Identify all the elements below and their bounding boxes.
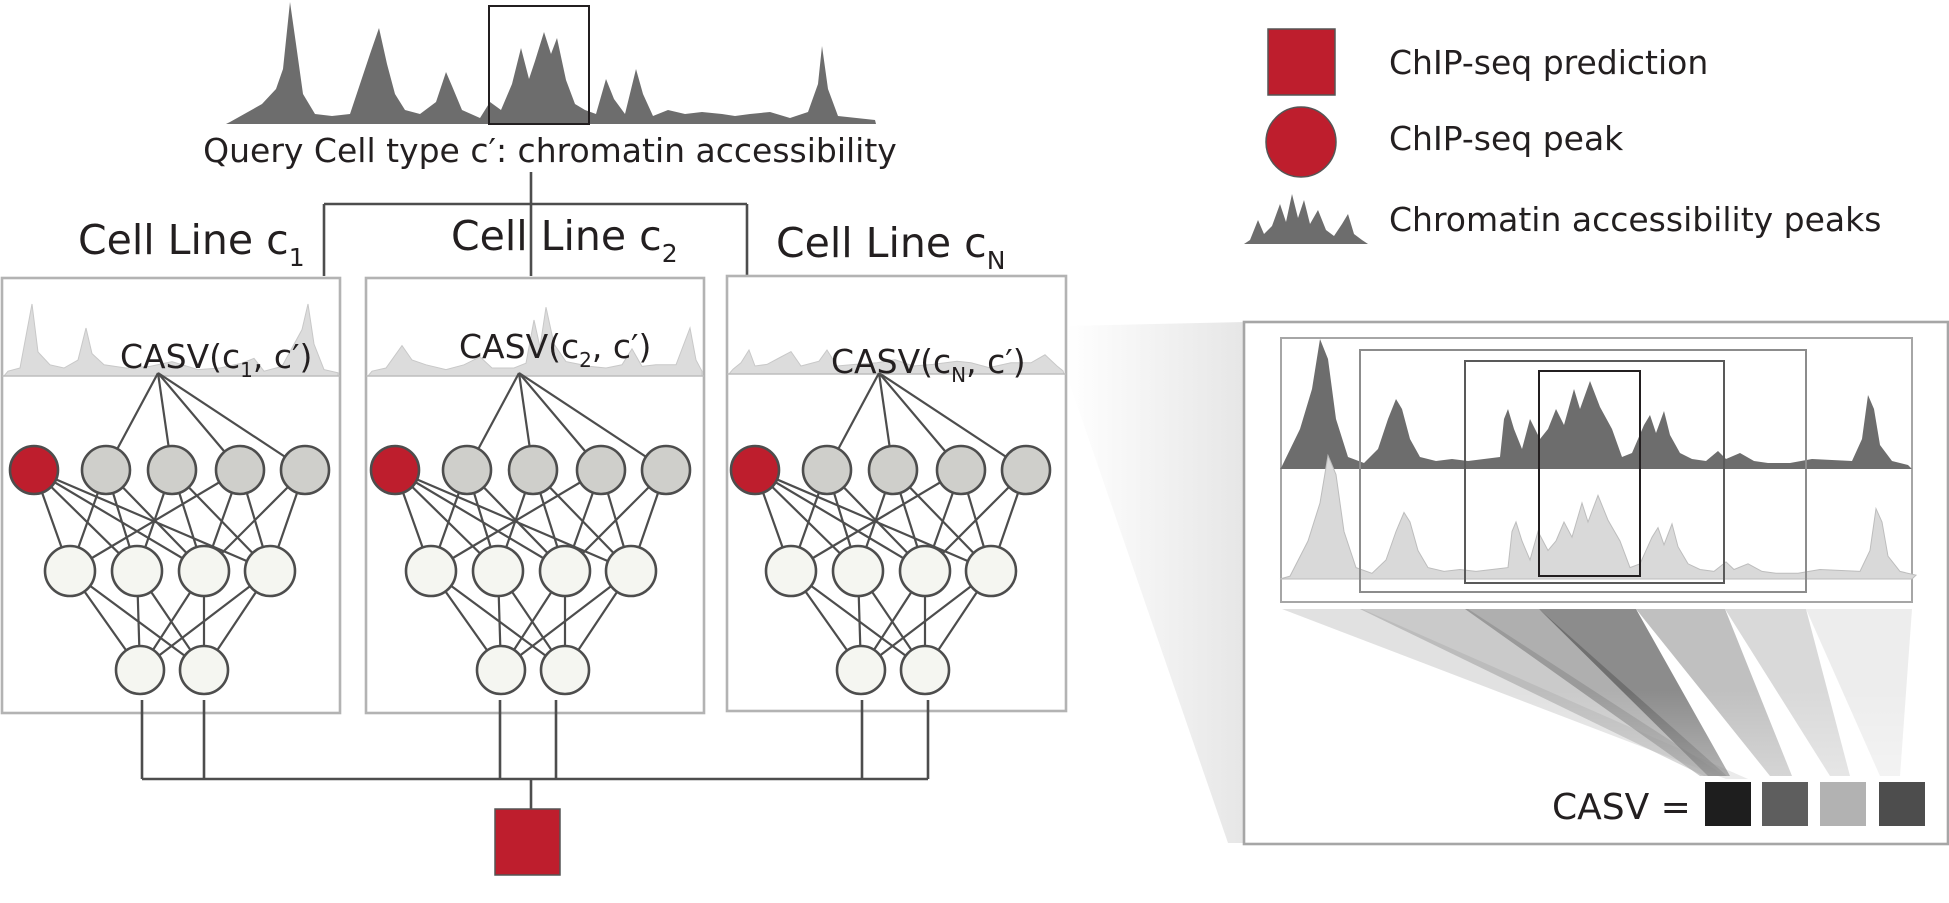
query-peaks: [226, 2, 876, 124]
cell-line-panel: Cell Line c1 CASV(c1, c′): [0, 216, 342, 715]
cell-line-subscript: 1: [289, 243, 305, 272]
output-wiring: [140, 700, 930, 809]
edge: [754, 469, 926, 572]
hidden-node: [146, 444, 198, 496]
casv-label: CASV(cN, c′): [831, 342, 1026, 387]
zoom-box: CASV =: [1242, 320, 1949, 846]
panel-frame: [0, 276, 342, 715]
query-label: Query Cell type c′: chromatin accessibil…: [203, 131, 897, 170]
edge: [878, 372, 1027, 471]
casv-swatch: [1820, 782, 1866, 826]
hidden-node: [43, 544, 97, 598]
edge: [430, 469, 602, 572]
output-node: [539, 644, 591, 696]
casv-projection-beams: [1280, 609, 1920, 780]
zoom-dark-track: [1280, 339, 1912, 469]
casv-swatch: [1762, 782, 1808, 826]
chipseq-prediction-output: [494, 808, 561, 876]
hidden-node: [1000, 444, 1052, 496]
edge: [33, 468, 271, 573]
cell-line-panel: Cell Line c2 CASV(c2, c′): [364, 212, 706, 715]
zoom-wedge: [1067, 322, 1245, 843]
casv-label: CASV(c1, c′): [120, 337, 312, 382]
edge: [139, 570, 271, 671]
chipseq-peak-node: [369, 444, 421, 496]
hidden-node: [243, 544, 297, 598]
legend-accessibility-swatch: [1244, 194, 1368, 244]
edge: [790, 570, 926, 671]
edge: [69, 570, 205, 671]
hidden-node: [867, 444, 919, 496]
cell-line-track: [2, 303, 339, 377]
query-track: [226, 2, 876, 125]
output-node: [475, 644, 527, 696]
hidden-node: [831, 544, 885, 598]
legend-accessibility-label: Chromatin accessibility peaks: [1389, 200, 1881, 239]
hidden-node: [177, 544, 231, 598]
edge: [790, 469, 962, 572]
casv-equation-label: CASV =: [1552, 787, 1691, 828]
beam-fade: [1280, 690, 1920, 780]
hidden-node: [964, 544, 1018, 598]
hidden-node: [110, 544, 164, 598]
edge: [394, 469, 566, 572]
edge: [500, 570, 632, 671]
legend-peak-label: ChIP-seq peak: [1389, 119, 1624, 158]
window-large: [1359, 349, 1807, 593]
legend-peak-swatch: [1265, 106, 1337, 178]
hidden-node: [604, 544, 658, 598]
edge: [518, 372, 667, 471]
hidden-node: [538, 544, 592, 598]
query-window: [488, 5, 590, 125]
query-connector: [322, 172, 749, 276]
cell-line-subscript: N: [987, 246, 1006, 275]
hidden-node: [935, 444, 987, 496]
cell-line-panel: Cell Line cN CASV(cN, c′): [725, 219, 1068, 713]
casv-swatch: [1879, 782, 1925, 826]
edge: [69, 469, 241, 572]
edge: [860, 570, 992, 671]
output-node: [835, 644, 887, 696]
cell-line-subscript: 2: [662, 239, 678, 268]
hidden-node: [214, 444, 266, 496]
hidden-node: [640, 444, 692, 496]
casv-label: CASV(c2, c′): [459, 327, 651, 372]
legend-prediction-label: ChIP-seq prediction: [1389, 43, 1708, 82]
edge: [33, 469, 205, 572]
cell-line-track: [366, 307, 703, 377]
cell-line-title: Cell Line c1: [78, 216, 305, 272]
hidden-node: [441, 444, 493, 496]
edge: [157, 372, 306, 471]
output-node: [178, 644, 230, 696]
output-node: [899, 644, 951, 696]
edge: [394, 468, 632, 573]
hidden-node: [764, 544, 818, 598]
casv-swatch: [1705, 782, 1751, 826]
cell-line-title: Cell Line cN: [776, 219, 1005, 275]
window-medium: [1464, 360, 1725, 584]
output-node: [114, 644, 166, 696]
cell-line-title: Cell Line c2: [451, 212, 678, 268]
hidden-node: [801, 444, 853, 496]
hidden-node: [404, 544, 458, 598]
hidden-node: [507, 444, 559, 496]
hidden-node: [898, 544, 952, 598]
edge: [430, 570, 566, 671]
window-small: [1538, 370, 1641, 577]
hidden-node: [575, 444, 627, 496]
edge: [754, 468, 992, 573]
zoom-light-track: [1279, 453, 1918, 580]
casv-swatches: [1705, 782, 1925, 826]
legend-prediction-swatch: [1267, 28, 1336, 96]
hidden-node: [279, 444, 331, 496]
chipseq-peak-node: [8, 444, 60, 496]
chipseq-peak-node: [729, 444, 781, 496]
cell-line-panels: Cell Line c1 CASV(c1, c′) Cell Line c2 CASV…: [0, 212, 1068, 715]
legend: ChIP-seq prediction ChIP-seq peak Chroma…: [1244, 28, 1881, 244]
hidden-node: [80, 444, 132, 496]
cell-line-track: [727, 348, 1065, 375]
hidden-node: [471, 544, 525, 598]
